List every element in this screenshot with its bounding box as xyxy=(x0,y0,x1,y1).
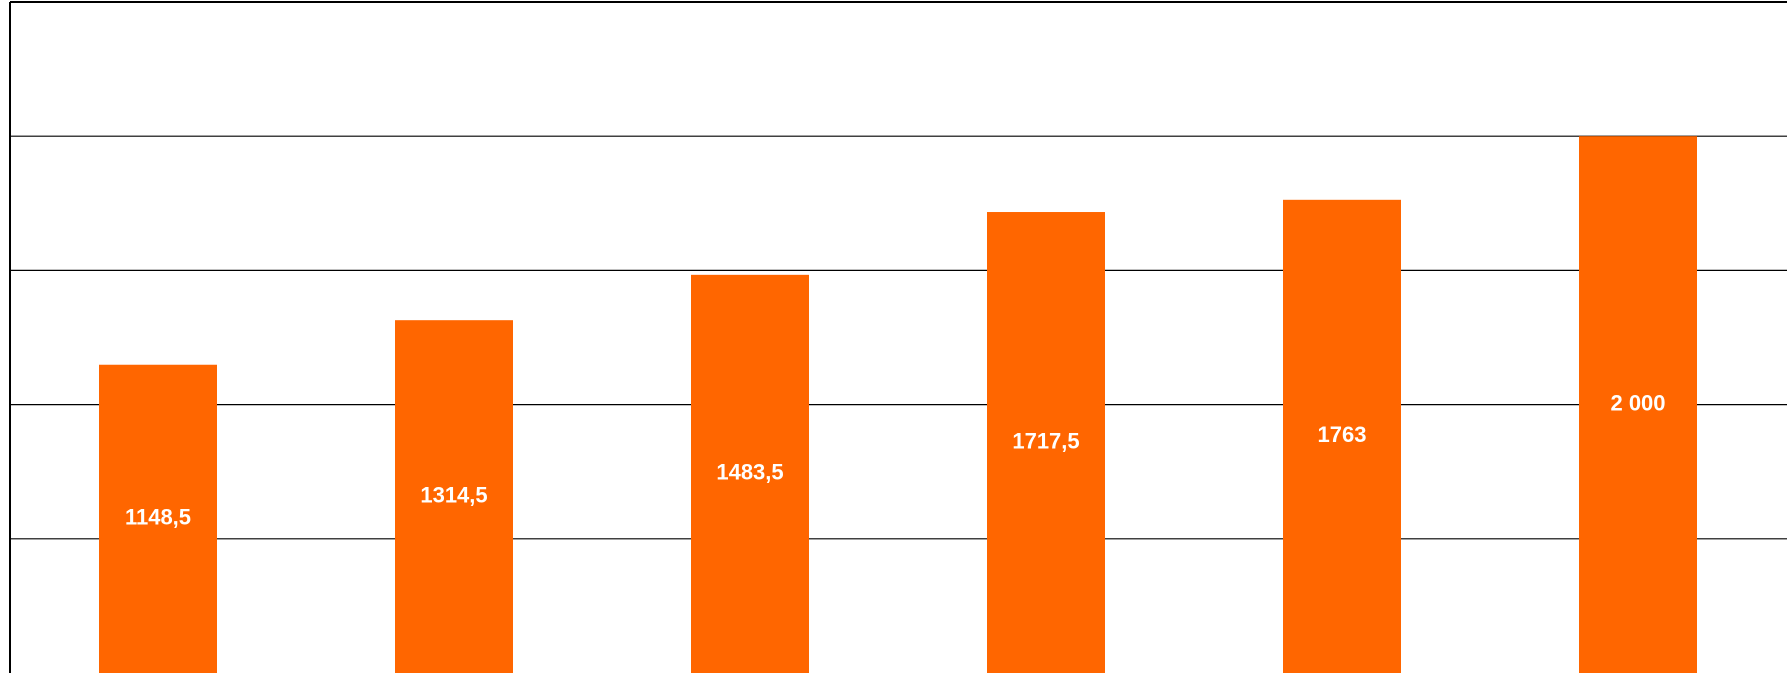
data-label: 2 000 xyxy=(1610,390,1665,415)
chart: 1148,5 1314,5 1483,5 1717,5 1763 2 000 xyxy=(0,0,1787,673)
data-label: 1717,5 xyxy=(1012,428,1079,453)
data-label: 1483,5 xyxy=(716,460,783,485)
data-label: 1148,5 xyxy=(125,505,191,530)
data-label: 1314,5 xyxy=(420,482,487,507)
data-label: 1763 xyxy=(1318,422,1367,447)
